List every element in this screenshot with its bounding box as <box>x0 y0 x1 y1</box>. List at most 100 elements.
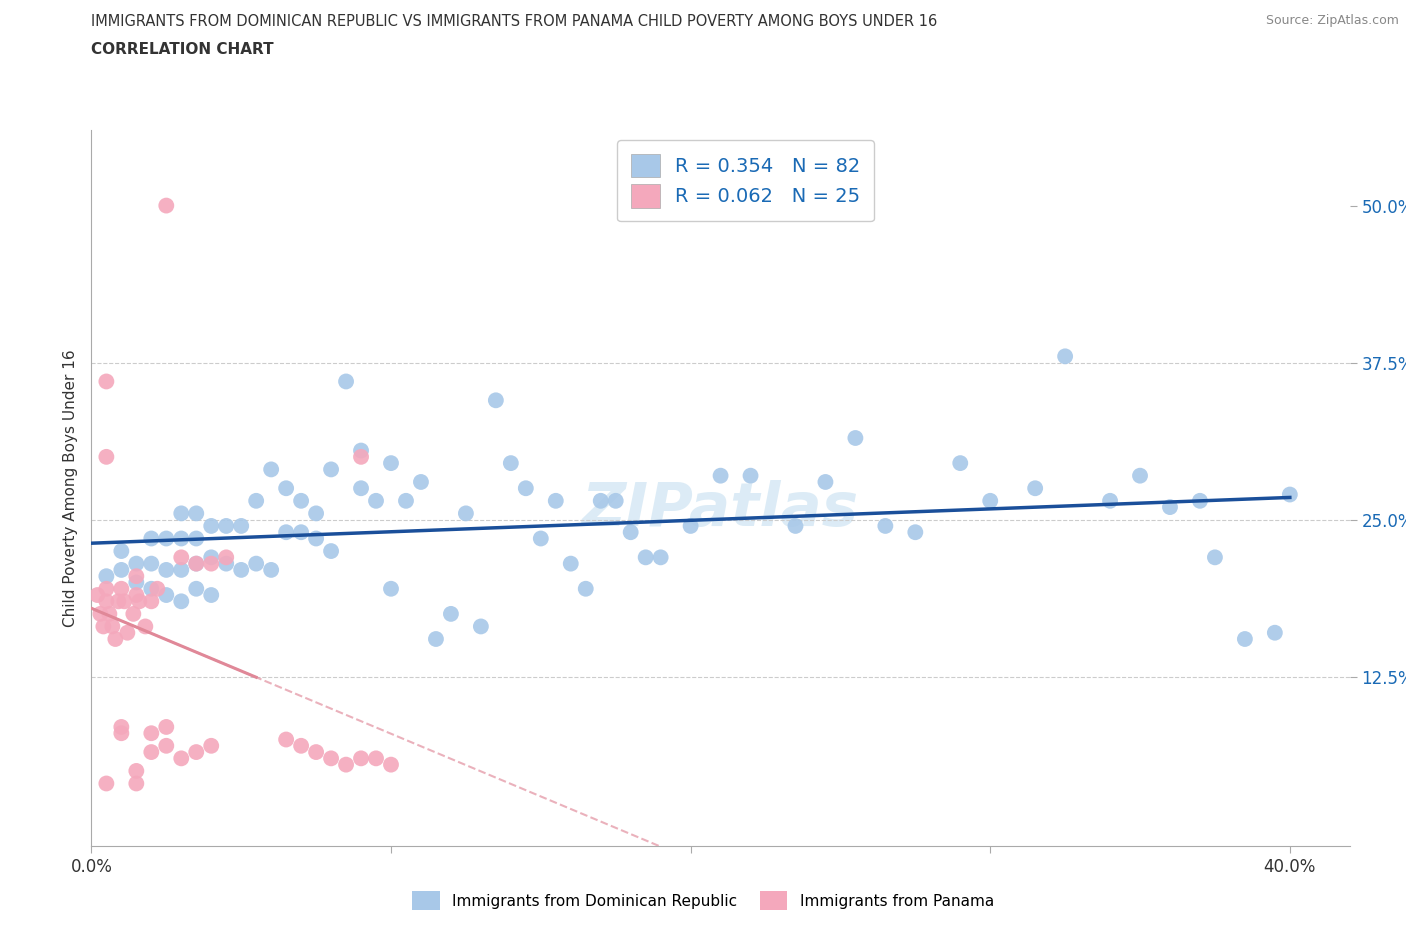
Point <box>335 757 357 772</box>
Point <box>679 519 702 534</box>
Point <box>1159 499 1181 514</box>
Point <box>110 725 132 740</box>
Point <box>364 751 387 765</box>
Point <box>125 776 148 790</box>
Point <box>319 462 342 477</box>
Point <box>350 443 373 458</box>
Point <box>89 606 111 621</box>
Point <box>305 745 328 760</box>
Point <box>200 556 222 571</box>
Point <box>231 519 253 534</box>
Point <box>200 550 222 565</box>
Point <box>245 556 267 571</box>
Point <box>170 594 193 609</box>
Point <box>1204 550 1226 565</box>
Point <box>125 764 148 778</box>
Point <box>186 581 208 596</box>
Point <box>107 594 129 609</box>
Text: Source: ZipAtlas.com: Source: ZipAtlas.com <box>1265 14 1399 27</box>
Point <box>110 563 132 578</box>
Point <box>425 631 447 646</box>
Point <box>290 738 312 753</box>
Point <box>186 556 208 571</box>
Point <box>155 720 177 735</box>
Point <box>1099 494 1122 509</box>
Point <box>200 588 222 603</box>
Point <box>260 563 283 578</box>
Text: CORRELATION CHART: CORRELATION CHART <box>91 42 274 57</box>
Legend: Immigrants from Dominican Republic, Immigrants from Panama: Immigrants from Dominican Republic, Immi… <box>405 884 1001 918</box>
Point <box>186 531 208 546</box>
Point <box>170 751 193 765</box>
Point <box>101 619 124 634</box>
Point <box>1129 468 1152 483</box>
Point <box>215 519 238 534</box>
Point <box>605 494 627 509</box>
Point <box>141 531 163 546</box>
Point <box>112 594 135 609</box>
Point <box>155 563 177 578</box>
Point <box>96 374 118 389</box>
Point <box>125 569 148 584</box>
Point <box>350 449 373 464</box>
Point <box>98 606 121 621</box>
Point <box>530 531 553 546</box>
Point <box>364 494 387 509</box>
Point <box>454 506 477 521</box>
Point <box>96 581 118 596</box>
Text: ZIPatlas: ZIPatlas <box>582 480 859 539</box>
Point <box>128 594 150 609</box>
Point <box>875 519 897 534</box>
Point <box>589 494 612 509</box>
Point <box>96 569 118 584</box>
Point <box>134 619 156 634</box>
Point <box>155 198 177 213</box>
Point <box>186 506 208 521</box>
Point <box>1264 625 1286 640</box>
Point <box>155 531 177 546</box>
Point <box>350 481 373 496</box>
Point <box>170 550 193 565</box>
Point <box>709 468 731 483</box>
Point <box>110 720 132 735</box>
Point <box>200 519 222 534</box>
Point <box>96 594 118 609</box>
Point <box>104 631 127 646</box>
Point <box>155 588 177 603</box>
Point <box>305 531 328 546</box>
Point <box>231 563 253 578</box>
Point <box>86 588 108 603</box>
Point <box>260 462 283 477</box>
Point <box>395 494 418 509</box>
Legend: R = 0.354   N = 82, R = 0.062   N = 25: R = 0.354 N = 82, R = 0.062 N = 25 <box>617 140 875 221</box>
Point <box>350 751 373 765</box>
Point <box>96 449 118 464</box>
Point <box>575 581 598 596</box>
Point <box>290 494 312 509</box>
Point <box>1054 349 1077 364</box>
Point <box>110 544 132 559</box>
Point <box>200 738 222 753</box>
Point <box>440 606 463 621</box>
Point <box>650 550 672 565</box>
Point <box>949 456 972 471</box>
Point <box>170 506 193 521</box>
Point <box>215 550 238 565</box>
Y-axis label: Child Poverty Among Boys Under 16: Child Poverty Among Boys Under 16 <box>62 350 77 627</box>
Point <box>499 456 522 471</box>
Point <box>276 732 298 747</box>
Point <box>276 525 298 539</box>
Point <box>485 392 508 407</box>
Point <box>380 581 402 596</box>
Point <box>380 456 402 471</box>
Point <box>740 468 762 483</box>
Point <box>1188 494 1211 509</box>
Point <box>125 588 148 603</box>
Point <box>844 431 866 445</box>
Point <box>141 725 163 740</box>
Point <box>141 581 163 596</box>
Point <box>146 581 169 596</box>
Point <box>1233 631 1256 646</box>
Point <box>215 556 238 571</box>
Point <box>290 525 312 539</box>
